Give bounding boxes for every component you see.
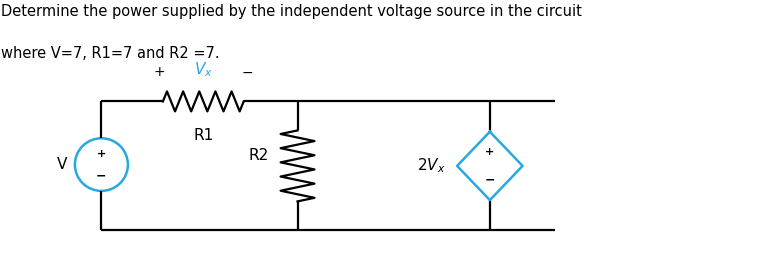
Text: V: V	[57, 157, 67, 172]
Text: +: +	[96, 148, 106, 159]
Text: +: +	[154, 65, 165, 80]
Text: +: +	[486, 147, 495, 157]
Text: R1: R1	[193, 128, 213, 143]
Text: −: −	[242, 65, 253, 80]
Text: Determine the power supplied by the independent voltage source in the circuit: Determine the power supplied by the inde…	[2, 4, 582, 19]
Text: $2V_x$: $2V_x$	[417, 157, 445, 175]
Text: −: −	[96, 169, 107, 182]
Text: $V_x$: $V_x$	[194, 60, 213, 79]
Text: −: −	[485, 173, 495, 186]
Text: where V=7, R1=7 and R2 =7.: where V=7, R1=7 and R2 =7.	[2, 46, 220, 61]
Text: R2: R2	[249, 148, 269, 163]
